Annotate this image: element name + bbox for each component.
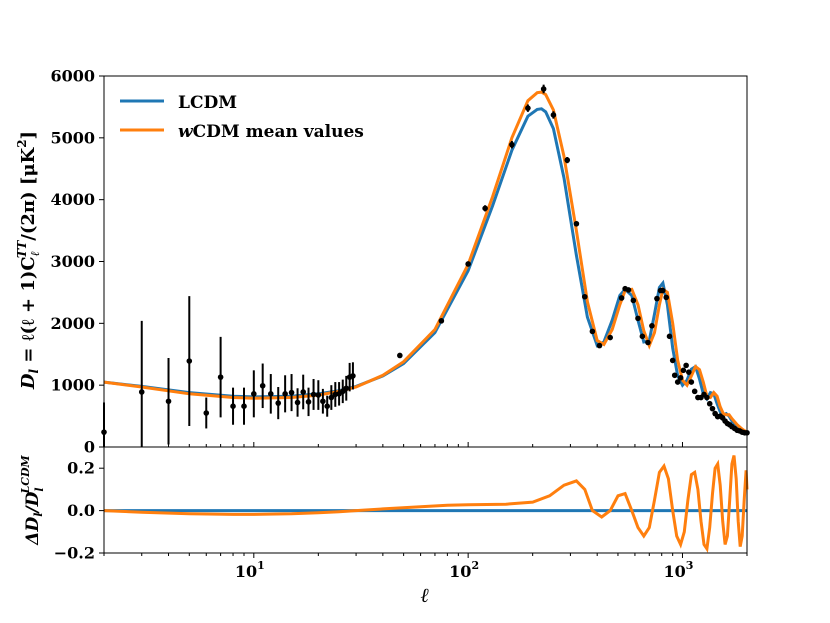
- bottom-panel: −0.2 0.0 0.2 101 102 103 ΔDl/DlLCDM ℓ: [19, 446, 749, 607]
- data-point: [138, 389, 145, 395]
- legend-label-wcdm: wCDM mean values: [178, 122, 364, 142]
- data-point: [564, 157, 571, 163]
- bottom-series-line-1: [103, 455, 749, 553]
- bottom-x-ticks: 101 102 103: [103, 553, 748, 581]
- y-tick-label: 2000: [50, 314, 95, 333]
- data-point: [596, 342, 603, 349]
- x-tick-label: 102: [449, 559, 479, 581]
- data-point: [251, 391, 257, 397]
- legend-label-lcdm: LCDM: [178, 93, 237, 113]
- data-point: [649, 323, 655, 329]
- data-point: [706, 400, 713, 407]
- data-point: [267, 391, 274, 397]
- data-point: [691, 388, 698, 395]
- x-tick-label: 103: [664, 559, 694, 581]
- x-tick-label: 101: [235, 559, 265, 581]
- data-point: [581, 293, 588, 300]
- data-point: [660, 287, 666, 294]
- data-point: [275, 400, 282, 406]
- data-point: [639, 333, 646, 340]
- top-plot-area: [104, 76, 747, 447]
- data-point: [685, 369, 692, 375]
- y-tick-label: 4000: [50, 190, 95, 209]
- x-axis-label: ℓ: [421, 583, 430, 607]
- data-point: [294, 399, 301, 406]
- y-tick-label: 3000: [50, 252, 95, 271]
- bottom-curves: [103, 455, 749, 553]
- data-point: [438, 318, 445, 324]
- data-point: [230, 403, 236, 409]
- data-point: [324, 403, 331, 409]
- data-point: [509, 141, 515, 148]
- data-point: [550, 112, 557, 118]
- bottom-y-ticks: −0.2 0.0 0.2: [54, 459, 104, 563]
- data-point: [680, 367, 687, 374]
- data-point: [625, 287, 632, 293]
- top-y-ticks: 0 1000 2000 3000 4000 5000 6000: [50, 67, 104, 457]
- y-tick-label: 1000: [50, 376, 95, 395]
- data-point: [589, 328, 596, 335]
- y-tick-label: 6000: [50, 67, 95, 86]
- y-tick-label: −0.2: [54, 544, 95, 563]
- data-point: [645, 339, 651, 346]
- top-y-axis-label: Dl = ℓ(ℓ + 1)CℓTT/(2π) [μK2]: [15, 131, 42, 390]
- data-point: [688, 379, 695, 385]
- y-tick-label: 0.0: [67, 501, 95, 520]
- data-point: [704, 394, 710, 401]
- data-point: [282, 391, 288, 397]
- data-point: [300, 389, 307, 395]
- data-point: [328, 394, 335, 401]
- data-point: [540, 86, 547, 92]
- data-point: [288, 389, 295, 396]
- data-point: [203, 410, 210, 416]
- data-point: [683, 362, 689, 369]
- data-point: [709, 405, 716, 412]
- data-point: [465, 261, 471, 267]
- data-point: [674, 379, 681, 385]
- data-point: [343, 385, 350, 392]
- data-point: [217, 374, 224, 380]
- y-tick-label: 0: [84, 438, 95, 457]
- data-point: [259, 382, 266, 389]
- legend: LCDM wCDM mean values: [120, 93, 364, 142]
- data-point: [186, 358, 193, 364]
- data-point: [241, 403, 247, 409]
- data-point: [671, 372, 678, 379]
- data-point: [618, 295, 625, 301]
- data-point: [315, 392, 322, 398]
- data-point: [305, 399, 312, 405]
- data-point: [630, 297, 637, 304]
- y-tick-label: 0.2: [67, 459, 95, 478]
- y-tick-label: 5000: [50, 128, 95, 147]
- data-point: [663, 294, 670, 301]
- data-point: [666, 333, 673, 340]
- top-panel: 0 1000 2000 3000 4000 5000 6000 LCDM wCDM mean…: [15, 67, 750, 457]
- data-point: [350, 373, 356, 379]
- data-point: [482, 205, 488, 212]
- data-points: [101, 84, 750, 447]
- data-point: [669, 357, 676, 364]
- data-point: [320, 398, 326, 405]
- data-point: [525, 105, 531, 111]
- bottom-plot-area: [104, 447, 747, 553]
- data-point: [654, 295, 660, 302]
- data-point: [165, 398, 172, 405]
- data-point: [397, 352, 403, 359]
- data-point: [635, 315, 641, 322]
- bottom-axes-frame: [103, 446, 748, 554]
- bottom-y-axis-label: ΔDl/DlLCDM: [19, 454, 46, 545]
- data-point: [573, 220, 580, 227]
- data-point: [607, 334, 613, 341]
- data-point: [310, 391, 317, 398]
- data-point: [677, 374, 684, 381]
